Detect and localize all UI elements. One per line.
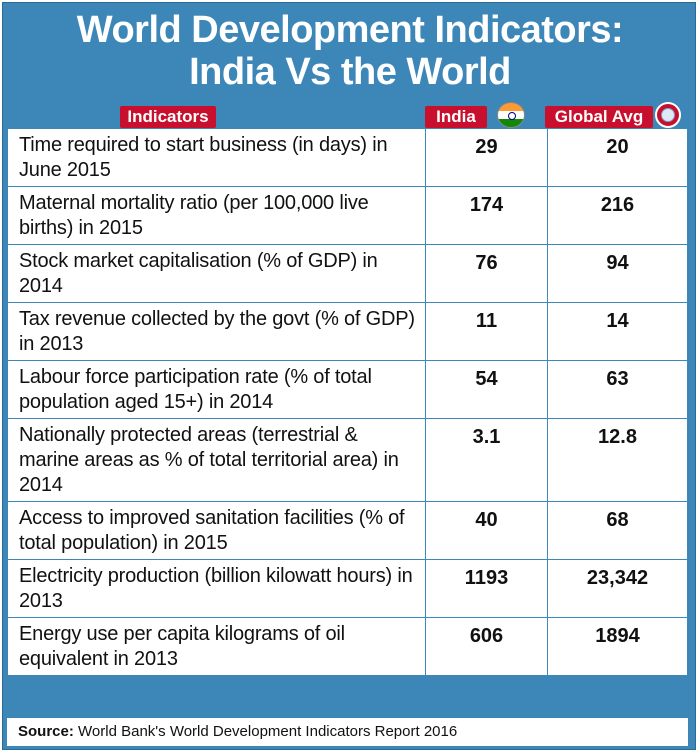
table-row: Tax revenue collected by the govt (% of … bbox=[7, 302, 688, 361]
column-header-india: India bbox=[425, 106, 487, 128]
title-line-1: World Development Indicators: bbox=[76, 9, 624, 51]
table-row: Labour force participation rate (% of to… bbox=[7, 360, 688, 419]
india-value: 40 bbox=[425, 501, 548, 560]
indicator-cell: Time required to start business (in days… bbox=[7, 128, 426, 187]
indicator-cell: Energy use per capita kilograms of oil e… bbox=[7, 617, 426, 676]
indicator-cell: Labour force participation rate (% of to… bbox=[7, 360, 426, 419]
global-value: 94 bbox=[547, 244, 688, 303]
source-label: Source: bbox=[18, 723, 74, 740]
globe-icon bbox=[655, 102, 681, 128]
table-row: Energy use per capita kilograms of oil e… bbox=[7, 617, 688, 676]
india-value: 29 bbox=[425, 128, 548, 187]
indicator-cell: Access to improved sanitation facilities… bbox=[7, 501, 426, 560]
indicator-cell: Stock market capitalisation (% of GDP) i… bbox=[7, 244, 426, 303]
indicator-cell: Nationally protected areas (terrestrial … bbox=[7, 418, 426, 502]
global-value: 14 bbox=[547, 302, 688, 361]
table-row: Electricity production (billion kilowatt… bbox=[7, 559, 688, 618]
india-value: 3.1 bbox=[425, 418, 548, 502]
table-row: Maternal mortality ratio (per 100,000 li… bbox=[7, 186, 688, 245]
global-value: 12.8 bbox=[547, 418, 688, 502]
indicator-cell: Maternal mortality ratio (per 100,000 li… bbox=[7, 186, 426, 245]
global-value: 20 bbox=[547, 128, 688, 187]
indicator-cell: Electricity production (billion kilowatt… bbox=[7, 559, 426, 618]
global-value: 63 bbox=[547, 360, 688, 419]
global-value: 216 bbox=[547, 186, 688, 245]
source-text: World Bank's World Development Indicator… bbox=[73, 723, 458, 740]
india-value: 606 bbox=[425, 617, 548, 676]
column-header-indicators: Indicators bbox=[120, 106, 216, 128]
title-line-2: India Vs the World bbox=[189, 51, 511, 93]
table-row: Stock market capitalisation (% of GDP) i… bbox=[7, 244, 688, 303]
source-note: Source: World Bank's World Development I… bbox=[7, 718, 688, 746]
india-value: 76 bbox=[425, 244, 548, 303]
table-row: Time required to start business (in days… bbox=[7, 128, 688, 187]
page-title: World Development Indicators: India Vs t… bbox=[3, 9, 697, 93]
global-value: 68 bbox=[547, 501, 688, 560]
india-value: 174 bbox=[425, 186, 548, 245]
india-value: 54 bbox=[425, 360, 548, 419]
table-row: Access to improved sanitation facilities… bbox=[7, 501, 688, 560]
india-value: 1193 bbox=[425, 559, 548, 618]
global-value: 1894 bbox=[547, 617, 688, 676]
indicator-cell: Tax revenue collected by the govt (% of … bbox=[7, 302, 426, 361]
table-body: Time required to start business (in days… bbox=[7, 128, 688, 676]
india-value: 11 bbox=[425, 302, 548, 361]
column-header-global-avg: Global Avg bbox=[545, 106, 653, 128]
india-flag-icon bbox=[497, 102, 525, 128]
indicators-table: Time required to start business (in days… bbox=[7, 128, 688, 676]
table-row: Nationally protected areas (terrestrial … bbox=[7, 418, 688, 502]
global-value: 23,342 bbox=[547, 559, 688, 618]
